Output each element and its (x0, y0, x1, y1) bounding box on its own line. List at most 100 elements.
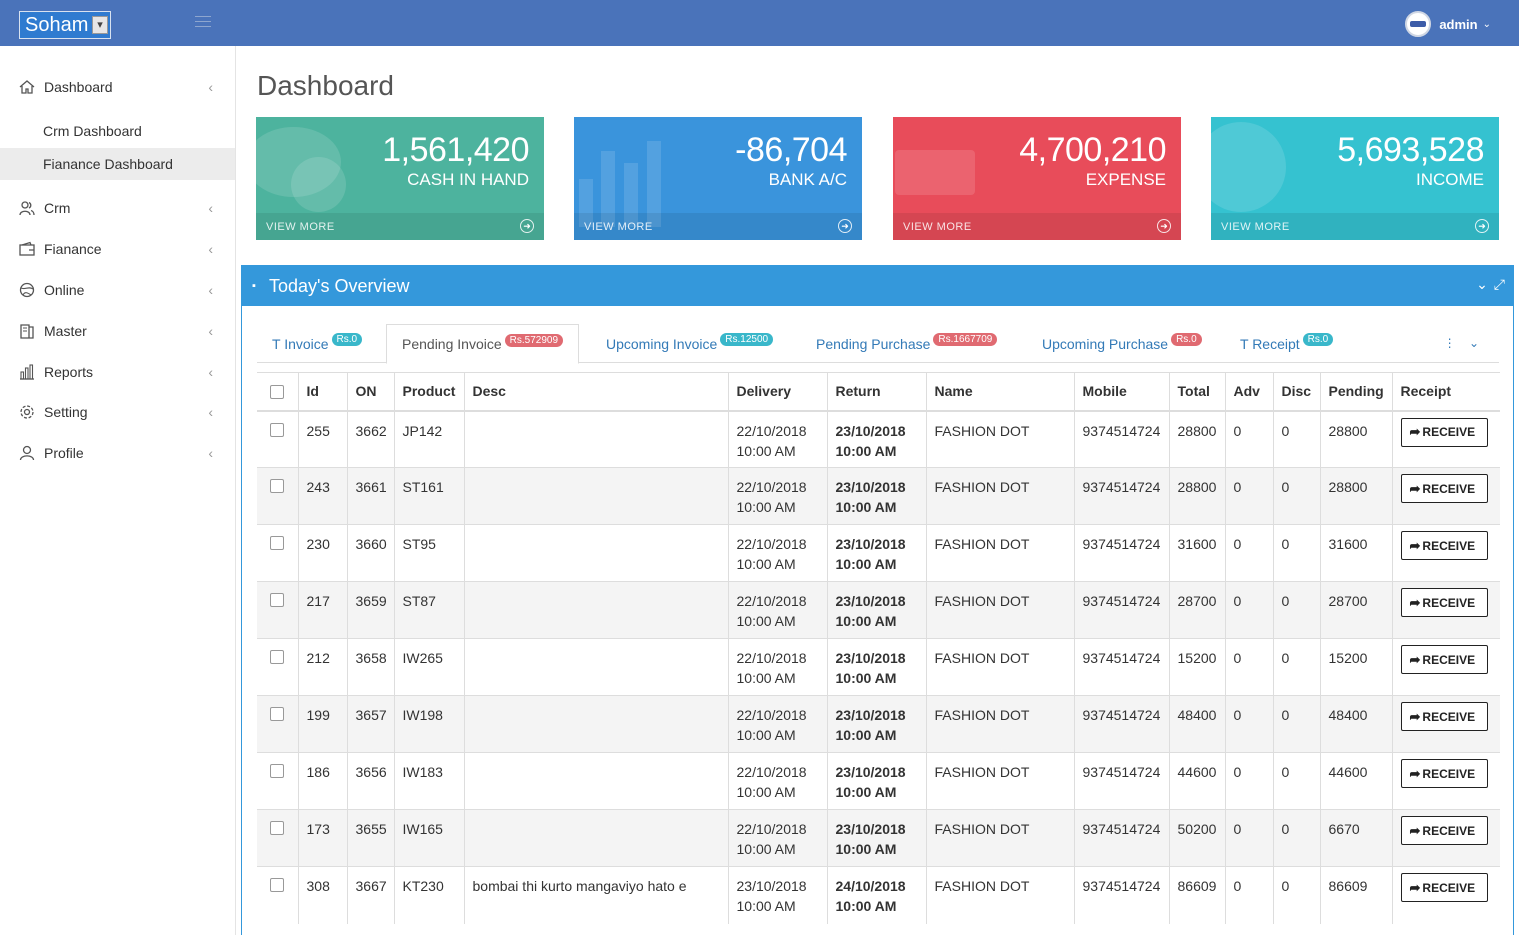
cell-adv: 0 (1224, 752, 1273, 810)
view-more-link[interactable]: VIEW MORE ➜ (256, 213, 544, 240)
tab-label: Pending Invoice (402, 336, 502, 352)
receive-label: RECEIVE (1422, 481, 1476, 496)
sidebar-item-label: Master (44, 323, 87, 339)
sidebar-item-label: Setting (44, 404, 88, 420)
stat-value: 5,693,528 (1337, 131, 1484, 169)
tab-badge: Rs.1667709 (933, 333, 998, 346)
receive-button[interactable]: ➦ RECEIVE (1400, 702, 1488, 731)
receive-label: RECEIVE (1422, 425, 1476, 439)
cell-disc: 0 (1272, 524, 1320, 582)
return-time: 10:00 AM (835, 613, 897, 629)
cell-adv: 0 (1224, 581, 1273, 639)
return-time: 10:00 AM (835, 499, 897, 515)
view-more-link[interactable]: VIEW MORE ➜ (574, 213, 862, 240)
select-all-checkbox[interactable] (270, 385, 284, 400)
row-checkbox[interactable] (270, 821, 284, 835)
cell-total: 28800 (1168, 467, 1225, 525)
row-checkbox[interactable] (270, 479, 284, 493)
receive-button[interactable]: ➦ RECEIVE (1400, 417, 1488, 447)
sidebar: Dashboard ‹ Crm Dashboard Fianance Dashb… (0, 46, 236, 935)
brand-select[interactable]: Soham ▾ (19, 11, 111, 39)
cell-mobile: 9374514724 (1073, 524, 1169, 582)
receive-button[interactable]: ➦ RECEIVE (1400, 816, 1488, 845)
receive-button[interactable]: ➦ RECEIVE (1400, 759, 1488, 788)
table-row: 230 3660 ST95 22/10/2018 10:00 AM 23/10/2018 1… (257, 524, 1500, 582)
sidebar-item-master[interactable]: Master ‹ (0, 313, 235, 349)
table-row: 186 3656 IW183 22/10/2018 10:00 AM 23/10/2018… (257, 752, 1500, 810)
user-menu[interactable]: admin ⌄ (1405, 10, 1491, 38)
chevron-left-icon: ‹ (208, 200, 213, 216)
column-header: ON (346, 372, 394, 412)
sidebar-subitem-crm-dashboard[interactable]: Crm Dashboard (43, 123, 142, 139)
tab-badge: Rs.0 (331, 333, 363, 346)
row-checkbox[interactable] (270, 536, 284, 550)
receive-button[interactable]: ➦ RECEIVE (1400, 873, 1488, 902)
delivery-time: 10:00 AM (736, 613, 796, 629)
receive-label: RECEIVE (1422, 538, 1476, 553)
return-date: 23/10/2018 (835, 593, 906, 609)
sidebar-item-dashboard[interactable]: Dashboard ‹ (0, 69, 235, 105)
row-checkbox[interactable] (270, 422, 284, 437)
tab-label: Pending Purchase (816, 335, 931, 352)
cell-total: 28800 (1168, 410, 1225, 468)
cell-pending: 28800 (1319, 410, 1392, 468)
share-icon: ➦ (1409, 537, 1421, 553)
column-header: Pending (1319, 372, 1392, 412)
sidebar-item-crm[interactable]: Crm ‹ (0, 190, 235, 226)
receive-button[interactable]: ➦ RECEIVE (1400, 588, 1488, 617)
tab-pending-invoice[interactable]: Pending Invoice Rs.572909 (386, 324, 580, 364)
view-more-link[interactable]: VIEW MORE ➜ (1211, 213, 1499, 240)
receive-button[interactable]: ➦ RECEIVE (1400, 474, 1488, 503)
cell-adv: 0 (1224, 695, 1273, 753)
sidebar-item-profile[interactable]: Profile ‹ (0, 435, 235, 471)
sidebar-subitem-fianance-dashboard[interactable]: Fianance Dashboard (0, 148, 235, 180)
sidebar-item-label: Profile (44, 445, 84, 461)
cell-name: FASHION DOT (925, 809, 1074, 867)
receive-button[interactable]: ➦ RECEIVE (1400, 531, 1488, 560)
row-checkbox[interactable] (270, 878, 284, 892)
row-select-cell (257, 638, 298, 696)
cell-product: IW265 (393, 638, 464, 696)
view-more-label: VIEW MORE (1221, 221, 1290, 233)
tab-t-receipt[interactable]: T Receipt Rs.0 (1225, 324, 1348, 363)
cell-product: ST161 (393, 467, 464, 525)
view-more-link[interactable]: VIEW MORE ➜ (893, 213, 1181, 240)
sidebar-item-reports[interactable]: Reports ‹ (0, 354, 235, 390)
row-checkbox[interactable] (270, 707, 284, 721)
return-date: 24/10/2018 (835, 878, 906, 894)
sidebar-item-setting[interactable]: Setting ‹ (0, 394, 235, 430)
column-header: Total (1168, 372, 1225, 412)
row-select-cell (257, 809, 298, 867)
cell-name: FASHION DOT (925, 866, 1074, 924)
collapse-icon[interactable]: ⌄ (1476, 276, 1488, 292)
cell-return: 23/10/2018 10:00 AM (826, 524, 926, 582)
delivery-date: 22/10/2018 (736, 422, 807, 439)
page-title: Dashboard (257, 70, 394, 101)
wallet-icon (18, 240, 36, 258)
sidebar-item-fianance[interactable]: Fianance ‹ (0, 231, 235, 267)
expand-icon[interactable]: ⤢ (1493, 276, 1505, 292)
row-checkbox[interactable] (270, 650, 284, 664)
share-icon: ➦ (1409, 424, 1421, 439)
cell-on: 3656 (346, 752, 394, 810)
menu-toggle-icon[interactable] (195, 16, 211, 30)
row-checkbox[interactable] (270, 593, 284, 607)
chevron-left-icon: ‹ (208, 445, 213, 461)
tab-upcoming-invoice[interactable]: Upcoming Invoice Rs.12500 (591, 324, 788, 363)
sidebar-item-online[interactable]: Online ‹ (0, 272, 235, 308)
cell-disc: 0 (1272, 752, 1320, 810)
row-checkbox[interactable] (270, 764, 284, 778)
delivery-date: 22/10/2018 (736, 593, 807, 609)
tab-t-invoice[interactable]: T Invoice Rs.0 (257, 324, 377, 363)
column-header: Name (925, 372, 1074, 412)
stat-value: 1,561,420 (382, 131, 529, 169)
stat-label: BANK A/C (768, 170, 847, 189)
receive-button[interactable]: ➦ RECEIVE (1400, 645, 1488, 674)
tab-pending-purchase[interactable]: Pending Purchase Rs.1667709 (801, 324, 1012, 363)
cell-on: 3660 (346, 524, 394, 582)
chevron-left-icon: ‹ (208, 364, 213, 380)
receive-label: RECEIVE (1422, 652, 1476, 667)
tab-options[interactable]: ⋮ ⌄ (1444, 336, 1479, 350)
tab-upcoming-purchase[interactable]: Upcoming Purchase Rs.0 (1027, 324, 1217, 363)
cell-desc (463, 467, 728, 525)
